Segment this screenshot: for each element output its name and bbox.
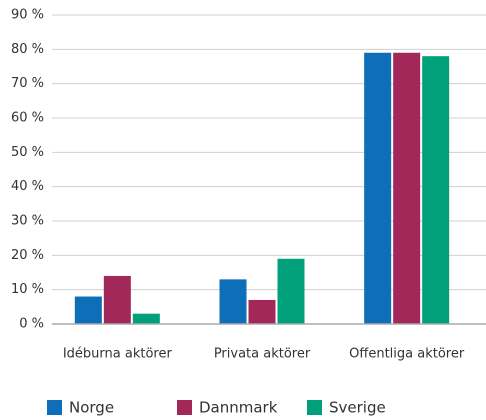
y-tick-label: 0 % [19,317,44,332]
bar [248,299,276,324]
y-tick-label: 30 % [11,214,44,229]
x-tick-label: Offentliga aktörer [349,347,465,362]
bar [393,52,421,325]
y-tick-label: 60 % [11,111,44,126]
bar [74,296,102,324]
y-tick-label: 90 % [11,8,44,23]
bar [422,56,450,324]
legend-label: Sverige [329,399,386,417]
bar [103,275,131,324]
legend-label: Norge [69,399,114,417]
bar [364,52,392,325]
x-tick-label: Privata aktörer [214,347,311,362]
bar [277,258,305,324]
y-tick-label: 80 % [11,42,44,57]
legend-swatch [307,400,322,415]
legend-swatch [47,400,62,415]
y-tick-label: 50 % [11,145,44,160]
y-tick-label: 70 % [11,76,44,91]
x-tick-label: Idéburna aktörer [63,347,173,362]
bar [219,279,247,324]
y-tick-label: 40 % [11,179,44,194]
bar [132,313,160,324]
y-tick-label: 20 % [11,248,44,263]
legend: Norge Dannmark Sverige [47,399,386,417]
y-tick-label: 10 % [11,282,44,297]
legend-swatch [177,400,192,415]
legend-label: Dannmark [199,399,278,417]
